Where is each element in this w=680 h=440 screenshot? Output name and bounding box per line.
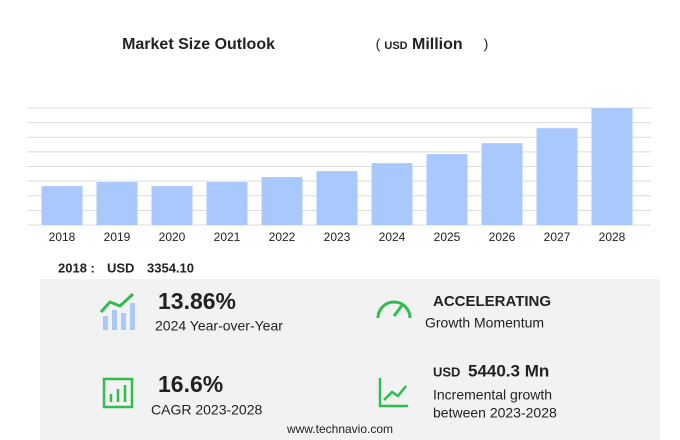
x-tick-label: 2028 xyxy=(599,230,626,244)
yoy-value: 13.86% xyxy=(158,288,236,314)
x-tick-label: 2025 xyxy=(434,230,461,244)
bar xyxy=(206,182,248,225)
footer: www.technavio.com xyxy=(286,422,393,436)
x-tick-label: 2021 xyxy=(214,230,241,244)
title-currency: USD xyxy=(384,40,407,52)
x-tick-label: 2020 xyxy=(159,230,186,244)
bar xyxy=(481,143,523,225)
momentum-label: Growth Momentum xyxy=(425,315,544,331)
x-tick-label: 2024 xyxy=(379,230,406,244)
x-tick-label: 2023 xyxy=(324,230,351,244)
x-tick-label: 2027 xyxy=(544,230,571,244)
growth-icon xyxy=(99,292,135,330)
cagr-icon xyxy=(102,377,134,409)
momentum-value: ACCELERATING xyxy=(433,293,551,310)
bar xyxy=(371,163,413,225)
cagr-value: 16.6% xyxy=(158,371,223,397)
incremental-label: between 2023-2028 xyxy=(433,405,557,421)
stats-panel xyxy=(40,279,660,440)
bar xyxy=(261,177,303,225)
cagr-label: CAGR 2023-2028 xyxy=(151,402,263,418)
title-paren: ( xyxy=(376,36,381,52)
incremental-value: 5440.3 Mn xyxy=(468,361,549,380)
x-tick-label: 2018 xyxy=(49,230,76,244)
title-unit: Million xyxy=(412,36,463,53)
bar xyxy=(426,154,468,225)
incremental-label: Incremental growth xyxy=(433,387,552,403)
incremental-currency: USD xyxy=(433,364,460,379)
bar xyxy=(96,182,138,225)
x-tick-label: 2026 xyxy=(489,230,516,244)
bar xyxy=(41,186,83,225)
summary-value: 3354.10 xyxy=(147,260,194,275)
summary-currency: USD xyxy=(107,260,134,275)
bar xyxy=(316,171,358,225)
x-tick-label: 2022 xyxy=(269,230,296,244)
bar xyxy=(151,186,193,225)
summary-year: 2018 : xyxy=(58,260,95,275)
incremental-icon xyxy=(378,378,408,408)
bar xyxy=(591,108,633,225)
x-tick-label: 2019 xyxy=(104,230,131,244)
speedometer-icon xyxy=(376,300,412,319)
bar xyxy=(536,128,578,225)
yoy-label: 2024 Year-over-Year xyxy=(155,318,283,334)
chart-title: Market Size Outlook xyxy=(122,36,275,53)
title-paren: ) xyxy=(484,36,489,52)
